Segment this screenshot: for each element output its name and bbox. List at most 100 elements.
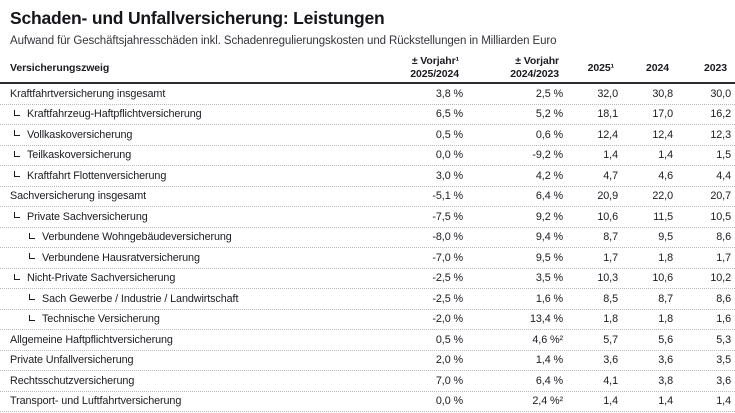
- row-label: Rechtsschutzversicherung: [10, 374, 135, 387]
- cell-2024: 1,4: [658, 149, 673, 162]
- row-label: Sach Gewerbe / Industrie / Landwirtschaf…: [42, 292, 239, 305]
- cell-2024: 3,8: [658, 374, 673, 387]
- cell-2024: 1,4: [658, 395, 673, 408]
- row-label-cell: Transport- und Luftfahrtversicherung: [0, 395, 371, 407]
- tree-elbow-icon: [29, 294, 35, 301]
- cell-vorjahr-2024-2023: 1,6 %: [535, 292, 563, 305]
- cell-2025: 1,8: [603, 313, 618, 326]
- cell-vorjahr-2024-2023: 6,4 %: [535, 374, 563, 387]
- cell-2025: 10,6: [597, 210, 618, 223]
- cell-2024: 1,8: [658, 251, 673, 264]
- cell-2024: 17,0: [652, 108, 673, 121]
- cell-2025: 5,7: [603, 333, 618, 346]
- cell-2023: 10,5: [710, 210, 731, 223]
- cell-2025: 32,0: [597, 87, 618, 100]
- cell-2024: 11,5: [653, 210, 673, 223]
- cell-2023: 16,2: [710, 108, 731, 121]
- cell-2024: 3,6: [658, 354, 673, 367]
- column-header-2023: 2023: [704, 61, 727, 74]
- cell-vorjahr-2025-2024: 6,5 %: [435, 108, 463, 121]
- table-row: Sach Gewerbe / Industrie / Landwirtschaf…: [0, 289, 735, 310]
- row-label: Allgemeine Haftpflichtversicherung: [10, 333, 173, 346]
- column-header-vorjahr-2025-2024: ± Vorjahr¹ 2025/2024: [371, 55, 467, 79]
- column-header-line2: 2024/2023: [510, 67, 559, 80]
- cell-2024: 22,0: [652, 190, 673, 203]
- cell-2023: 3,6: [716, 374, 731, 387]
- row-label-cell: Vollkaskoversicherung: [0, 129, 371, 141]
- page-title: Schaden- und Unfallversicherung: Leistun…: [10, 8, 385, 28]
- table-row: Kraftfahrzeug-Haftpflichtversicherung 6,…: [0, 105, 735, 125]
- table-row: Allgemeine Haftpflichtversicherung 0,5 %…: [0, 330, 735, 351]
- table-row: Technische Versicherung -2,0 % 13,4 % 1,…: [0, 310, 735, 330]
- cell-vorjahr-2024-2023: -9,2 %: [532, 149, 563, 162]
- cell-vorjahr-2025-2024: 0,5 %: [435, 333, 463, 346]
- cell-2025: 10,3: [597, 272, 618, 285]
- row-label: Nicht-Private Sachversicherung: [27, 272, 176, 285]
- cell-2025: 8,5: [603, 292, 618, 305]
- cell-vorjahr-2025-2024: 3,8 %: [435, 87, 463, 100]
- cell-2023: 10,2: [710, 272, 731, 285]
- table-row: Transport- und Luftfahrtversicherung 0,0…: [0, 392, 735, 412]
- cell-2023: 4,4: [716, 169, 731, 182]
- table-row: Private Sachversicherung -7,5 % 9,2 % 10…: [0, 207, 735, 228]
- cell-2024: 5,6: [658, 333, 673, 346]
- cell-2025: 12,4: [597, 128, 618, 141]
- table-row: Sachversicherung insgesamt -5,1 % 6,4 % …: [0, 187, 735, 207]
- insurance-benefits-table: Versicherungszweig ± Vorjahr¹ 2025/2024 …: [0, 53, 735, 412]
- tree-elbow-icon: [29, 314, 35, 321]
- row-label-cell: Verbundene Hausratversicherung: [0, 252, 371, 264]
- page-subtitle: Aufwand für Geschäftsjahresschäden inkl.…: [10, 35, 557, 47]
- row-label: Vollkaskoversicherung: [27, 128, 133, 141]
- cell-vorjahr-2025-2024: -8,0 %: [432, 231, 463, 244]
- cell-vorjahr-2024-2023: 3,5 %: [535, 272, 563, 285]
- cell-vorjahr-2024-2023: 4,2 %: [535, 169, 563, 182]
- cell-vorjahr-2024-2023: 0,6 %: [535, 128, 563, 141]
- table-row: Teilkaskoversicherung 0,0 % -9,2 % 1,4 1…: [0, 146, 735, 166]
- column-header-line1: ± Vorjahr¹: [411, 55, 459, 68]
- cell-vorjahr-2025-2024: 3,0 %: [435, 169, 463, 182]
- table-row: Nicht-Private Sachversicherung -2,5 % 3,…: [0, 269, 735, 289]
- table-row: Kraftfahrtversicherung insgesamt 3,8 % 2…: [0, 84, 735, 105]
- row-label-cell: Kraftfahrtversicherung insgesamt: [0, 88, 371, 100]
- cell-2024: 30,8: [652, 87, 673, 100]
- row-label-cell: Private Unfallversicherung: [0, 354, 371, 366]
- cell-vorjahr-2025-2024: -5,1 %: [432, 190, 463, 203]
- cell-vorjahr-2024-2023: 9,5 %: [535, 251, 563, 264]
- cell-vorjahr-2025-2024: 0,5 %: [435, 128, 463, 141]
- row-label: Sachversicherung insgesamt: [10, 190, 147, 203]
- cell-vorjahr-2024-2023: 13,4 %: [529, 313, 563, 326]
- cell-vorjahr-2025-2024: -2,5 %: [432, 292, 463, 305]
- row-label: Kraftfahrtversicherung insgesamt: [10, 87, 166, 100]
- row-label-cell: Technische Versicherung: [0, 313, 371, 325]
- cell-vorjahr-2025-2024: 0,0 %: [435, 395, 463, 408]
- cell-2025: 20,9: [597, 190, 618, 203]
- row-label: Technische Versicherung: [42, 313, 160, 326]
- cell-2025: 4,7: [603, 169, 618, 182]
- row-label-cell: Allgemeine Haftpflichtversicherung: [0, 334, 371, 346]
- column-header-2025: 2025¹: [587, 61, 614, 74]
- table-row: Rechtsschutzversicherung 7,0 % 6,4 % 4,1…: [0, 371, 735, 392]
- cell-2024: 9,5: [658, 231, 673, 244]
- cell-vorjahr-2024-2023: 5,2 %: [535, 108, 563, 121]
- cell-2025: 1,7: [603, 251, 618, 264]
- column-header-2024: 2024: [646, 61, 669, 74]
- cell-2023: 30,0: [710, 87, 731, 100]
- row-label: Kraftfahrzeug-Haftpflichtversicherung: [27, 108, 202, 121]
- cell-2025: 1,4: [603, 395, 618, 408]
- tree-elbow-icon: [29, 232, 35, 239]
- cell-2023: 20,7: [710, 190, 731, 203]
- row-label-cell: Nicht-Private Sachversicherung: [0, 272, 371, 284]
- row-label: Private Sachversicherung: [27, 210, 148, 223]
- row-label-cell: Sach Gewerbe / Industrie / Landwirtschaf…: [0, 293, 371, 305]
- cell-2023: 3,5: [716, 354, 731, 367]
- row-label-cell: Kraftfahrt Flottenversicherung: [0, 170, 371, 182]
- tree-elbow-icon: [29, 253, 35, 260]
- cell-vorjahr-2025-2024: -7,5 %: [432, 210, 463, 223]
- tree-elbow-icon: [14, 171, 20, 178]
- cell-2025: 4,1: [603, 374, 618, 387]
- cell-2023: 12,3: [710, 128, 731, 141]
- cell-2024: 8,7: [658, 292, 673, 305]
- table-row: Private Unfallversicherung 2,0 % 1,4 % 3…: [0, 351, 735, 371]
- table-body: Kraftfahrtversicherung insgesamt 3,8 % 2…: [0, 84, 735, 412]
- row-label-cell: Teilkaskoversicherung: [0, 149, 371, 161]
